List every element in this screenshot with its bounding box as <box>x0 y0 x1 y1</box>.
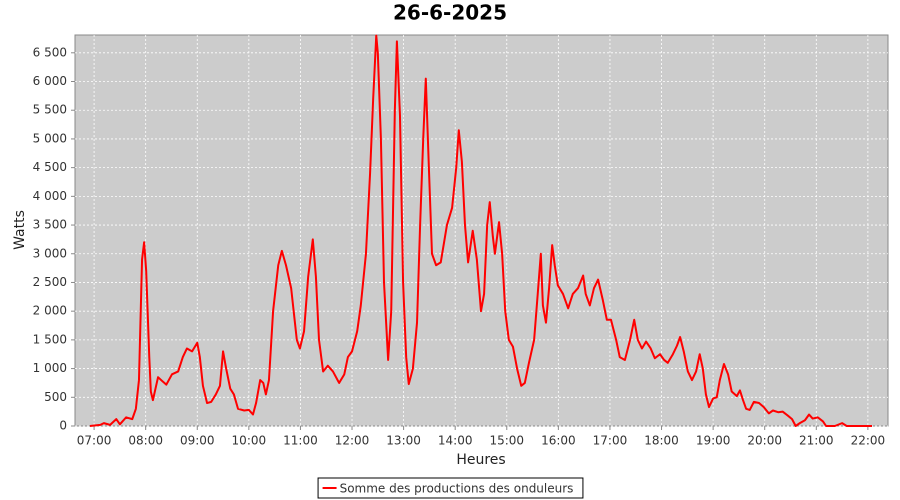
x-tick-label: 22:00 <box>851 434 886 448</box>
x-tick-label: 20:00 <box>747 434 782 448</box>
y-axis-label: Watts <box>12 210 28 250</box>
x-tick-label: 11:00 <box>283 434 318 448</box>
series-line <box>89 34 873 427</box>
y-tick-label: 2 000 <box>33 304 67 318</box>
x-tick-label: 09:00 <box>180 434 215 448</box>
x-tick-label: 08:00 <box>128 434 163 448</box>
y-tick-label: 4 000 <box>33 189 67 203</box>
x-tick-label: 17:00 <box>593 434 628 448</box>
y-tick-label: 3 500 <box>33 218 67 232</box>
y-tick-label: 3 000 <box>33 246 67 260</box>
x-tick-label: 21:00 <box>799 434 834 448</box>
y-tick-label: 2 500 <box>33 275 67 289</box>
x-tick-label: 14:00 <box>438 434 473 448</box>
y-tick-label: 4 500 <box>33 160 67 174</box>
y-tick-label: 0 <box>59 419 67 433</box>
y-tick-label: 500 <box>44 390 67 404</box>
x-tick-label: 16:00 <box>541 434 576 448</box>
x-tick-label: 13:00 <box>386 434 421 448</box>
y-tick-label: 6 000 <box>33 74 67 88</box>
x-tick-label: 19:00 <box>696 434 731 448</box>
legend-box <box>317 477 584 499</box>
y-tick-label: 5 000 <box>33 131 67 145</box>
x-tick-label: 07:00 <box>77 434 112 448</box>
plot-area <box>74 34 889 427</box>
legend: Somme des productions des onduleurs <box>317 477 584 499</box>
legend-label: Somme des productions des onduleurs <box>340 482 574 496</box>
x-tick-label: 12:00 <box>335 434 370 448</box>
y-tick-label: 1 500 <box>33 332 67 346</box>
y-tick-label: 6 500 <box>33 45 67 59</box>
y-tick-label: 5 500 <box>33 103 67 117</box>
x-axis-label: Heures <box>456 452 505 468</box>
y-tick-label: 1 000 <box>33 361 67 375</box>
x-tick-label: 10:00 <box>232 434 267 448</box>
x-tick-label: 15:00 <box>489 434 524 448</box>
chart-title: 26-6-2025 <box>393 1 507 25</box>
x-tick-label: 18:00 <box>644 434 679 448</box>
